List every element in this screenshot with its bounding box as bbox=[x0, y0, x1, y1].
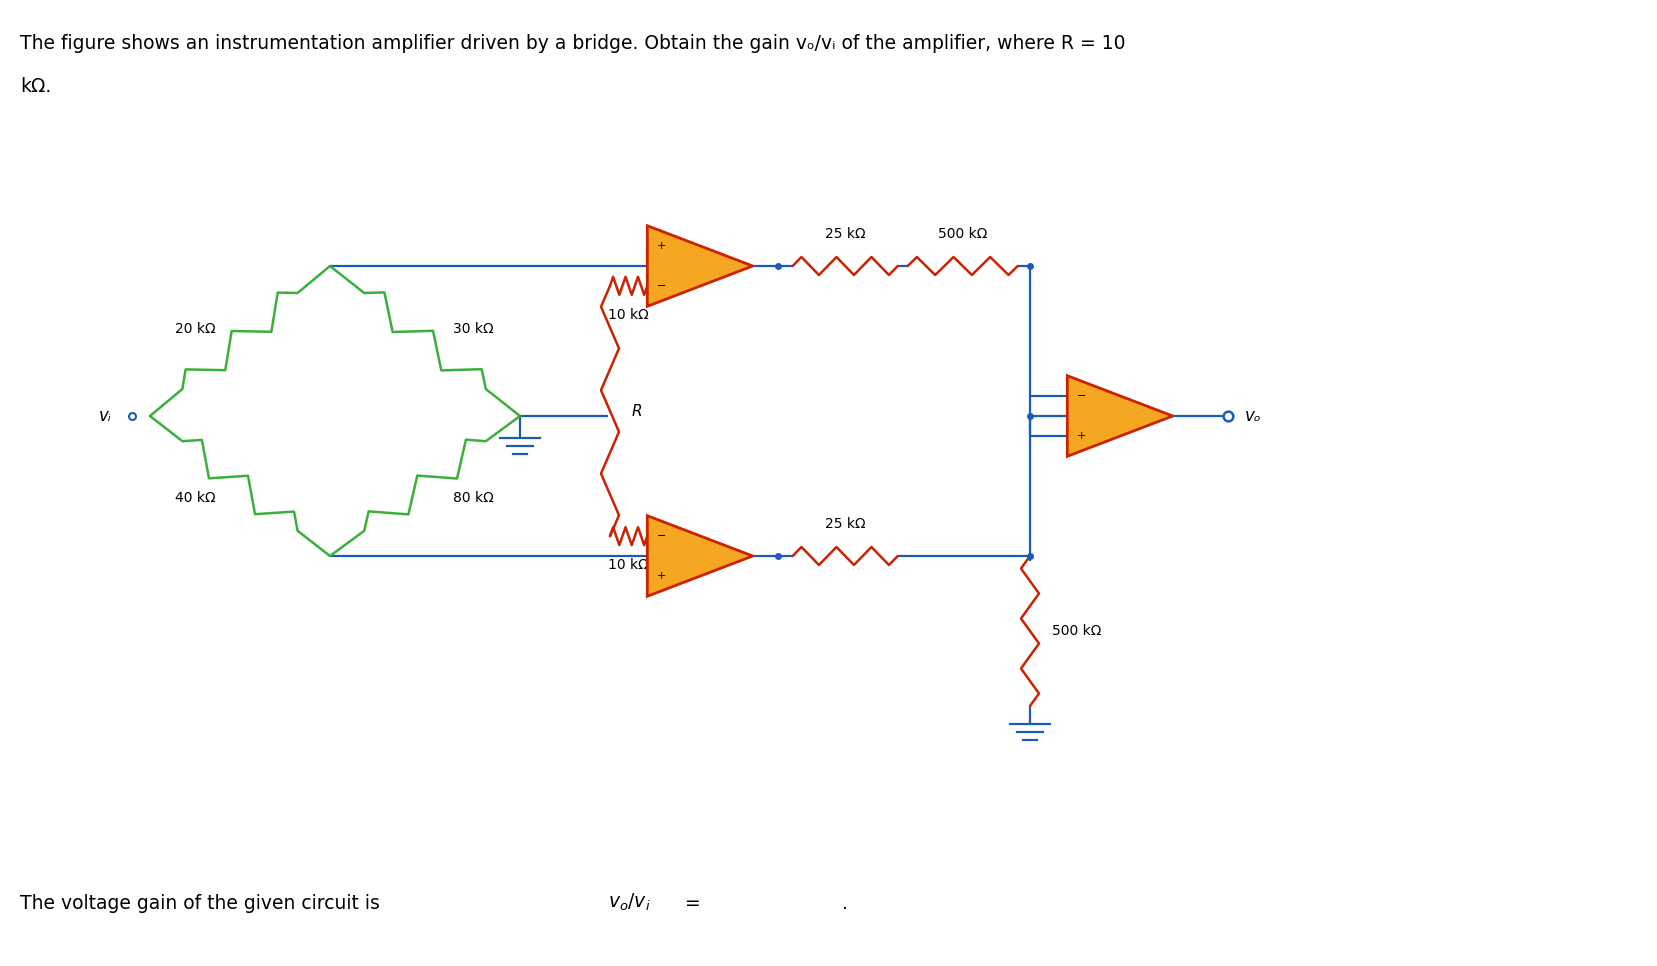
Text: −: − bbox=[656, 281, 666, 291]
Text: 25 kΩ: 25 kΩ bbox=[825, 517, 865, 531]
Text: The figure shows an instrumentation amplifier driven by a bridge. Obtain the gai: The figure shows an instrumentation ampl… bbox=[20, 34, 1125, 53]
Text: 30 kΩ: 30 kΩ bbox=[452, 322, 494, 336]
Text: vₒ: vₒ bbox=[1244, 407, 1261, 425]
Text: 20 kΩ: 20 kΩ bbox=[174, 322, 215, 336]
Text: −: − bbox=[1075, 391, 1085, 401]
Text: R: R bbox=[631, 404, 643, 418]
Text: +: + bbox=[1075, 431, 1085, 440]
Polygon shape bbox=[1067, 376, 1171, 456]
Text: +: + bbox=[656, 242, 666, 251]
Text: The voltage gain of the given circuit is: The voltage gain of the given circuit is bbox=[20, 894, 386, 913]
Text: −: − bbox=[656, 531, 666, 541]
Text: 500 kΩ: 500 kΩ bbox=[938, 227, 988, 241]
Text: $v_o/v_i$: $v_o/v_i$ bbox=[608, 892, 651, 913]
Text: vᵢ: vᵢ bbox=[99, 407, 113, 425]
Text: 80 kΩ: 80 kΩ bbox=[452, 491, 494, 505]
Text: 500 kΩ: 500 kΩ bbox=[1051, 624, 1100, 638]
Text: 40 kΩ: 40 kΩ bbox=[174, 491, 215, 505]
Text: kΩ.: kΩ. bbox=[20, 77, 51, 97]
Text: 10 kΩ: 10 kΩ bbox=[608, 558, 648, 572]
Text: =: = bbox=[684, 894, 699, 913]
Text: +: + bbox=[656, 571, 666, 581]
Text: .: . bbox=[842, 894, 848, 913]
Polygon shape bbox=[646, 226, 752, 306]
Text: 10 kΩ: 10 kΩ bbox=[608, 308, 648, 322]
Polygon shape bbox=[646, 516, 752, 596]
Text: 25 kΩ: 25 kΩ bbox=[825, 227, 865, 241]
